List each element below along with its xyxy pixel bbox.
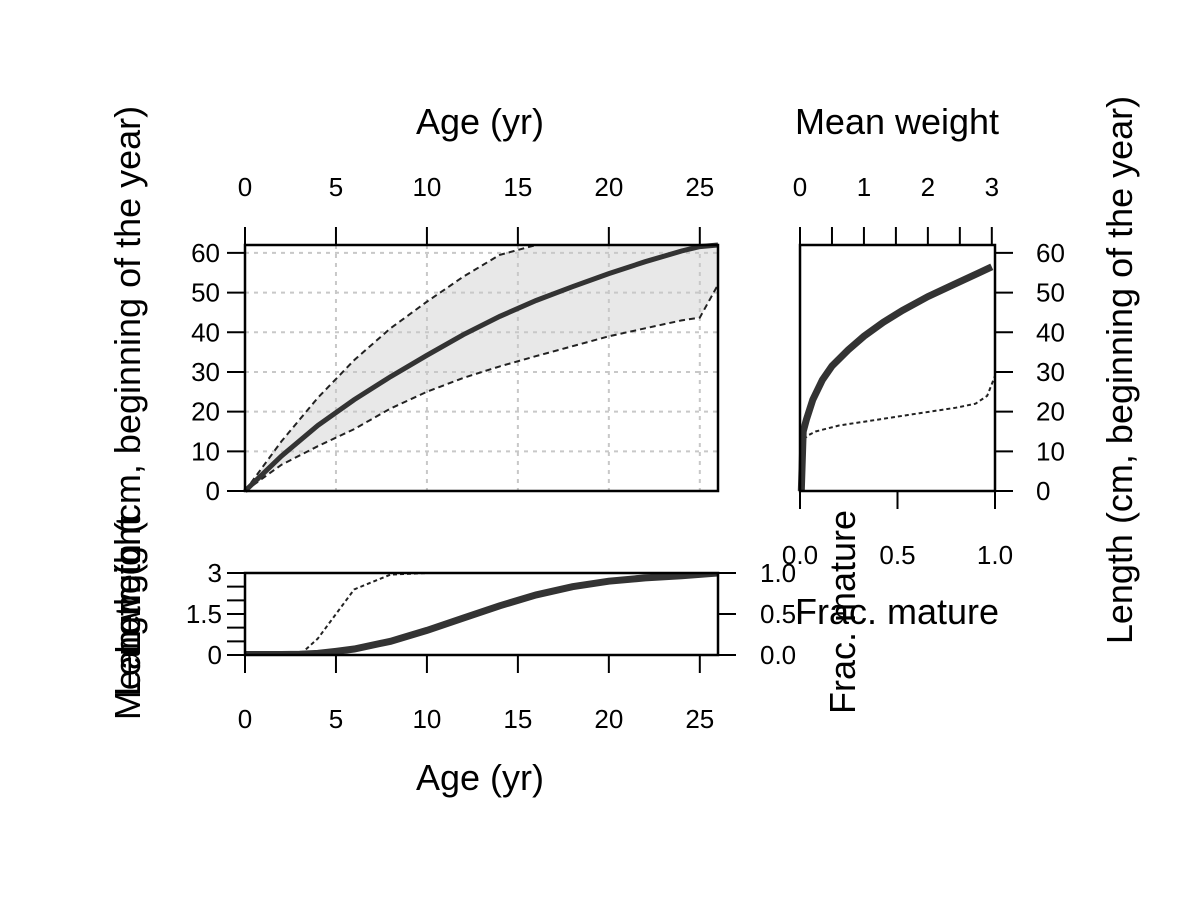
bottom-x-axis-title: Age (yr) [416,757,544,798]
frac-mature-x-tick-label-1: 0.5 [879,540,915,570]
top-x-axis-title: Age (yr) [416,101,544,142]
right-y-axis-title: Length (cm, beginning of the year) [1099,96,1140,644]
top-x-tick-label-25: 25 [685,172,714,202]
left-y-tick-label-50: 50 [191,278,220,308]
frac-mature-axis-title-vertical: Frac. mature [822,510,863,714]
mean-length-line [243,242,719,493]
frac-mature-x-tick-label-0: 0.0 [782,540,818,570]
mean-weight-tick-label-2: 3 [208,558,222,588]
weight-maturity-marks [245,573,718,655]
top-x-tick-label-10: 10 [412,172,441,202]
bottom-x-tick-label-5: 5 [329,704,343,734]
weight-maturity-axes: 0 5 10 15 20 25 0 1.5 3 0.0 0.5 1.0 [186,558,796,734]
bottom-x-tick-label-20: 20 [594,704,623,734]
weight-maturity-at-age-panel: 0 5 10 15 20 25 0 1.5 3 0.0 0.5 1.0 Age (yr) Mean w… [107,516,999,798]
left-y-tick-label-0: 0 [206,476,220,506]
frac-mature-x-tick-label-2: 1.0 [977,540,1013,570]
maturity-length-line [803,375,996,441]
bottom-x-tick-label-15: 15 [503,704,532,734]
left-y-tick-label-20: 20 [191,397,220,427]
frac-mature-y-tick-label-0: 0.0 [760,640,796,670]
top-x-tick-label-0: 0 [238,172,252,202]
weight-tick-label-2: 2 [921,172,935,202]
top-x-tick-label-5: 5 [329,172,343,202]
maturity-at-age-line [245,573,718,655]
length-weight-marks [797,263,996,492]
top-x-tick-label-15: 15 [503,172,532,202]
bottom-clipped-marks [245,573,718,655]
right-y-tick-label-0: 0 [1036,476,1050,506]
frac-mature-y-tick-label-1: 0.5 [760,599,796,629]
mean-weight-axis-title: Mean weight [795,101,999,142]
right-y-tick-label-10: 10 [1036,436,1065,466]
lower-bound-line [244,284,719,492]
weight-length-line [797,263,994,492]
frac-mature-y-tick-label-2: 1.0 [760,558,796,588]
left-y-tick-label-60: 60 [191,238,220,268]
bottom-x-tick-label-10: 10 [412,704,441,734]
weight-tick-label-1: 1 [857,172,871,202]
left-y-tick-label-40: 40 [191,317,220,347]
left-y-tick-label-30: 30 [191,357,220,387]
mean-weight-y-axis-title: Mean weight [107,516,148,720]
mean-weight-tick-label-0: 0 [208,640,222,670]
weight-tick-label-0: 0 [793,172,807,202]
length-at-age-marks [243,242,719,493]
left-y-axis-title: Length (cm, beginning of the year) [107,106,148,654]
weight-at-age-line [245,573,718,655]
length-at-age-frame [243,243,720,493]
confidence-band-area [245,245,718,491]
bottom-x-tick-label-25: 25 [685,704,714,734]
length-at-age-axes: 0 5 10 15 20 25 0 10 20 30 40 50 60 [191,172,714,506]
weight-tick-label-3: 3 [985,172,999,202]
right-y-tick-label-40: 40 [1036,317,1065,347]
right-y-tick-label-60: 60 [1036,238,1065,268]
right-y-tick-label-50: 50 [1036,278,1065,308]
mean-weight-tick-label-1: 1.5 [186,599,222,629]
bottom-x-tick-label-0: 0 [238,704,252,734]
length-at-age-panel: 0 5 10 15 20 25 0 10 20 30 40 50 60 Age (yr) Length … [107,101,720,654]
right-y-tick-label-20: 20 [1036,397,1065,427]
left-y-tick-label-10: 10 [191,436,220,466]
frac-mature-axis-title: Frac. mature [795,591,999,632]
right-y-tick-label-30: 30 [1036,357,1065,387]
length-label-overlap: Length (cm [107,516,148,696]
top-x-tick-label-20: 20 [594,172,623,202]
